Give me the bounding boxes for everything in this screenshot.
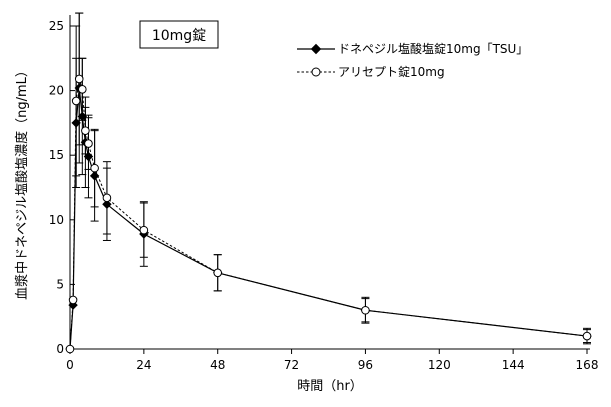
data-point-diamond (89, 171, 100, 181)
legend-marker-tsu (310, 43, 322, 55)
y-tick-label: 10 (49, 213, 64, 227)
legend-item-aricept: アリセプト錠10mg (297, 64, 445, 79)
x-tick-label: 96 (358, 358, 373, 372)
data-point-circle (81, 126, 90, 135)
legend-item-tsu: ドネペジル塩酸塩錠10mg「TSU」 (297, 41, 528, 56)
data-point-circle (582, 331, 592, 341)
data-point-diamond (71, 118, 81, 128)
data-point-circle (139, 225, 149, 235)
plot-area (65, 12, 592, 354)
series-line (69, 78, 588, 350)
y-tick-label: 0 (56, 342, 64, 356)
data-point-diamond (102, 199, 112, 210)
data-point-diamond (83, 151, 94, 162)
x-axis-title: 時間（hr） (297, 379, 363, 394)
annotation-box-frame (139, 20, 219, 49)
data-point-circle (213, 268, 223, 278)
x-tick-label: 24 (136, 358, 151, 372)
x-ticks: 0 24 48 72 96 120 144 168 (66, 349, 598, 372)
x-tick-label: 48 (210, 358, 225, 372)
data-point-circle (361, 305, 370, 315)
y-tick-label: 20 (49, 84, 64, 98)
axes: 0 24 48 72 96 120 144 168 0 5 10 15 20 25 (49, 15, 598, 372)
x-tick-label: 0 (66, 358, 74, 372)
x-tick-label: 120 (428, 358, 451, 372)
y-tick-label: 15 (49, 148, 64, 162)
y-ticks: 0 5 10 15 20 25 (49, 19, 75, 356)
data-point-circle (68, 295, 78, 305)
x-tick-label: 168 (576, 358, 599, 372)
series-2 (69, 12, 591, 350)
data-point-diamond (77, 111, 88, 122)
legend-label-tsu: ドネペジル塩酸塩錠10mg「TSU」 (338, 41, 528, 56)
data-point-circle (74, 74, 84, 84)
data-point-circle (90, 163, 99, 173)
data-point-circle (102, 193, 112, 203)
data-point-circle (84, 139, 93, 148)
legend: ドネペジル塩酸塩錠10mg「TSU」 アリセプト錠10mg (297, 41, 528, 79)
data-point-circle (71, 96, 81, 106)
x-tick-label: 144 (502, 358, 525, 372)
data-point-circle (65, 344, 75, 354)
y-axis-title: 血漿中ドネペジル塩酸塩濃度（ng/mL） (14, 64, 30, 300)
legend-marker-aricept (311, 67, 321, 77)
series-1-markers (65, 83, 592, 354)
annotation-box: 10mg錠 (139, 20, 219, 49)
series-line (69, 87, 588, 350)
series-1 (69, 12, 591, 350)
legend-label-aricept: アリセプト錠10mg (338, 64, 445, 79)
y-tick-label: 5 (56, 277, 64, 291)
series-2-markers (65, 74, 592, 354)
data-point-circle (78, 85, 87, 94)
annotation-box-text: 10mg錠 (152, 28, 206, 44)
x-tick-label: 72 (284, 358, 299, 372)
y-tick-label: 25 (49, 19, 64, 33)
